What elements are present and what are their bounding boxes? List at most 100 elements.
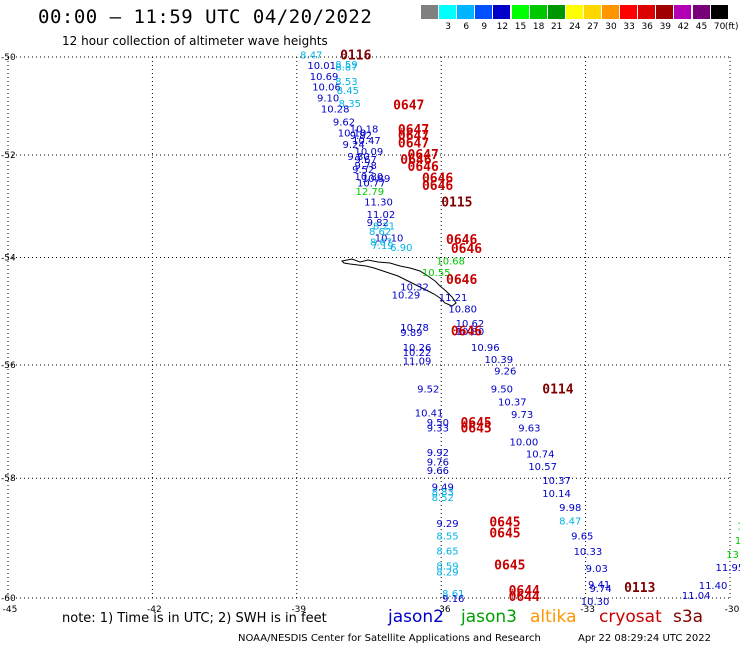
scale-swatch — [475, 5, 493, 19]
swh-value: 8.83 — [432, 488, 454, 499]
scale-swatch — [547, 5, 565, 19]
pass-time-label: 0645 — [460, 422, 491, 437]
pass-time-label: 0647 — [398, 123, 429, 138]
swh-value: 9.89 — [400, 328, 422, 339]
lon-tick-label: -33 — [580, 605, 595, 615]
swh-value: 9.50 — [491, 384, 513, 395]
swh-value: 10.09 — [355, 147, 384, 158]
scale-label: 6 — [463, 22, 470, 32]
swh-value: 11.40 — [699, 581, 728, 592]
pass-time-label: 0645 — [494, 558, 525, 573]
swh-value: 9.67 — [355, 155, 377, 166]
south-georgia-coastline — [340, 258, 457, 307]
swh-value: 12. — [737, 521, 740, 532]
swh-value: 11.02 — [367, 210, 396, 221]
swh-value: 9.10 — [317, 94, 339, 105]
swh-value: 10.55 — [422, 268, 451, 279]
swh-value: 10.06 — [312, 82, 341, 93]
swh-value: 8.87 — [335, 63, 357, 74]
credit-line: NOAA/NESDIS Center for Satellite Applica… — [238, 633, 541, 644]
scale-label: 30 — [605, 22, 617, 32]
swh-value: 10.62 — [456, 319, 485, 330]
swh-value: 8.52 — [432, 493, 454, 504]
pass-time-label: 0646 — [408, 160, 439, 175]
scale-swatch — [493, 5, 511, 19]
swh-value: 9.62 — [333, 118, 355, 129]
pass-time-label: 0646 — [422, 179, 453, 194]
swh-value: 9.03 — [586, 564, 608, 575]
scale-label: 33 — [623, 22, 635, 32]
scale-label: 15 — [514, 22, 527, 32]
swh-value: 10.22 — [403, 348, 432, 359]
pass-time-label: 0646 — [446, 233, 477, 248]
swh-value: 9.76 — [427, 457, 449, 468]
swh-value: 8.29 — [436, 568, 458, 579]
swh-value: 9.73 — [511, 410, 533, 421]
swh-value: 11.09 — [403, 357, 432, 368]
swh-value: 9.52 — [352, 165, 374, 176]
pass-time-label: 0644 — [509, 590, 540, 605]
pass-time-label: 0116 — [340, 49, 371, 64]
lat-tick-label: -50 — [1, 53, 16, 63]
swh-value: 9.82 — [350, 131, 372, 142]
swh-value: 10.18 — [350, 125, 379, 136]
swh-value: 12. — [735, 536, 740, 547]
swh-value: 10.26 — [403, 343, 432, 354]
swh-value: 10.68 — [436, 257, 465, 268]
swh-value: 9.50 — [427, 418, 449, 429]
swh-value: 10.33 — [574, 547, 603, 558]
swh-value: 10.57 — [528, 462, 557, 473]
swh-value: 8.47 — [300, 51, 322, 62]
scale-swatch — [529, 5, 547, 19]
scale-label: 9 — [481, 22, 488, 32]
swh-value: 12.79 — [356, 187, 385, 198]
pass-time-label: 0646 — [400, 153, 431, 168]
swh-value: 9.63 — [518, 424, 540, 435]
scale-swatch — [457, 5, 475, 19]
swh-value: 8.59 — [335, 60, 357, 71]
swh-value: 9.78 — [355, 161, 377, 172]
pass-time-label: 0647 — [408, 148, 439, 163]
swh-value: 9.82 — [367, 218, 389, 229]
swh-value: 7.19 — [371, 241, 393, 252]
pass-time-label: 0113 — [624, 581, 655, 596]
swh-value: 10.80 — [448, 304, 477, 315]
pass-time-label: 0646 — [446, 273, 477, 288]
pass-time-label: 0647 — [393, 98, 424, 113]
swh-value: 10.10 — [338, 129, 367, 140]
swh-value: 10.89 — [362, 174, 391, 185]
scale-label: 45 — [695, 22, 708, 32]
swh-value: 9.49 — [432, 482, 454, 493]
lon-tick-label: -42 — [147, 605, 162, 615]
scale-label: 42 — [677, 22, 690, 32]
pass-time-label: 0647 — [398, 129, 429, 144]
footer-note: note: 1) Time is in UTC; 2) SWH is in fe… — [62, 611, 327, 626]
scale-swatch — [674, 5, 692, 19]
swh-value: 10.41 — [415, 408, 444, 419]
legend-cryosat: cryosat — [599, 607, 662, 627]
lat-tick-label: -52 — [1, 151, 16, 161]
swh-value: 9.16 — [442, 594, 464, 605]
swh-value: 8.47 — [559, 517, 581, 528]
lon-tick-label: -39 — [291, 605, 306, 615]
swh-value: 10.14 — [542, 489, 571, 500]
swh-value: 9.98 — [559, 503, 581, 514]
scale-swatch — [656, 5, 674, 19]
scale-swatch — [638, 5, 656, 19]
swh-value: 8.55 — [436, 531, 458, 542]
swh-value: 11.04 — [682, 591, 711, 602]
map-grid — [7, 56, 731, 599]
swh-value: 9.52 — [417, 384, 439, 395]
swh-value: 10.10 — [375, 234, 404, 245]
lon-tick-label: -30 — [725, 605, 740, 615]
scale-swatch — [565, 5, 583, 19]
pass-time-label: 0646 — [451, 242, 482, 257]
scale-swatch — [583, 5, 601, 19]
pass-time-label: 0644 — [509, 584, 540, 599]
scale-swatch — [511, 5, 529, 19]
scale-label: 27 — [587, 22, 599, 32]
lat-tick-label: -56 — [1, 361, 16, 371]
swh-value: 10.47 — [352, 136, 381, 147]
